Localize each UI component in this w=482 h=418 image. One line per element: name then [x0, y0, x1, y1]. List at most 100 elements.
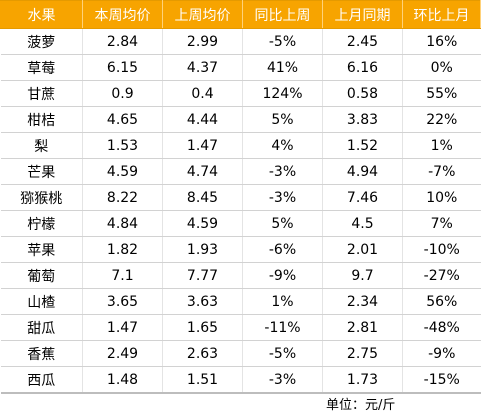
table-row: 西瓜 1.48 1.51 -3% 1.73 -15%: [0, 366, 481, 394]
last-month-price-cell: 1.73: [322, 366, 403, 394]
week-change-cell: -3%: [242, 366, 323, 394]
last-week-price-cell: 2.99: [162, 28, 243, 55]
this-week-price-cell: 2.84: [82, 28, 163, 55]
fruit-name-cell: 柠檬: [0, 210, 83, 237]
table-row: 柠檬 4.84 4.59 5% 4.5 7%: [0, 210, 481, 237]
this-week-price-cell: 1.47: [82, 314, 163, 341]
last-week-price-cell: 3.63: [162, 288, 243, 315]
header-last-month-same-period: 上月同期: [322, 0, 403, 29]
header-vs-last-week: 同比上周: [242, 0, 323, 29]
this-week-price-cell: 3.65: [82, 288, 163, 315]
table-header-row: 水果 本周均价 上周均价 同比上周 上月同期 环比上月: [0, 0, 481, 29]
table-row: 芒果 4.59 4.74 -3% 4.94 -7%: [0, 158, 481, 185]
this-week-price-cell: 4.84: [82, 210, 163, 237]
table-row: 梨 1.53 1.47 4% 1.52 1%: [0, 132, 481, 159]
this-week-price-cell: 1.48: [82, 366, 163, 394]
fruit-name-cell: 甘蔗: [0, 80, 83, 107]
table-row: 猕猴桃 8.22 8.45 -3% 7.46 10%: [0, 184, 481, 211]
week-change-cell: 124%: [242, 80, 323, 107]
last-week-price-cell: 1.51: [162, 366, 243, 394]
last-month-price-cell: 0.58: [322, 80, 403, 107]
fruit-name-cell: 山楂: [0, 288, 83, 315]
last-month-price-cell: 3.83: [322, 106, 403, 133]
last-week-price-cell: 1.93: [162, 236, 243, 263]
fruit-name-cell: 草莓: [0, 54, 83, 81]
last-week-price-cell: 2.63: [162, 340, 243, 367]
month-change-cell: -7%: [402, 158, 481, 185]
month-change-cell: -15%: [402, 366, 481, 394]
last-month-price-cell: 9.7: [322, 262, 403, 289]
week-change-cell: 5%: [242, 106, 323, 133]
month-change-cell: -27%: [402, 262, 481, 289]
last-week-price-cell: 4.44: [162, 106, 243, 133]
this-week-price-cell: 4.65: [82, 106, 163, 133]
month-change-cell: -9%: [402, 340, 481, 367]
last-week-price-cell: 4.59: [162, 210, 243, 237]
fruit-name-cell: 芒果: [0, 158, 83, 185]
last-week-price-cell: 4.37: [162, 54, 243, 81]
table-row: 葡萄 7.1 7.77 -9% 9.7 -27%: [0, 262, 481, 289]
fruit-name-cell: 甜瓜: [0, 314, 83, 341]
last-month-price-cell: 6.16: [322, 54, 403, 81]
fruit-price-table: 水果 本周均价 上周均价 同比上周 上月同期 环比上月 菠萝 2.84 2.99 -5…: [0, 0, 481, 394]
last-week-price-cell: 4.74: [162, 158, 243, 185]
fruit-name-cell: 葡萄: [0, 262, 83, 289]
last-month-price-cell: 4.94: [322, 158, 403, 185]
fruit-name-cell: 苹果: [0, 236, 83, 263]
fruit-name-cell: 猕猴桃: [0, 184, 83, 211]
month-change-cell: -10%: [402, 236, 481, 263]
week-change-cell: -6%: [242, 236, 323, 263]
last-month-price-cell: 1.52: [322, 132, 403, 159]
this-week-price-cell: 2.49: [82, 340, 163, 367]
fruit-name-cell: 西瓜: [0, 366, 83, 394]
week-change-cell: 1%: [242, 288, 323, 315]
table-row: 香蕉 2.49 2.63 -5% 2.75 -9%: [0, 340, 481, 367]
this-week-price-cell: 1.53: [82, 132, 163, 159]
fruit-name-cell: 柑桔: [0, 106, 83, 133]
week-change-cell: -5%: [242, 28, 323, 55]
last-week-price-cell: 1.47: [162, 132, 243, 159]
this-week-price-cell: 1.82: [82, 236, 163, 263]
week-change-cell: -11%: [242, 314, 323, 341]
this-week-price-cell: 8.22: [82, 184, 163, 211]
week-change-cell: -3%: [242, 184, 323, 211]
header-last-week-avg: 上周均价: [162, 0, 243, 29]
header-fruit: 水果: [0, 0, 83, 29]
this-week-price-cell: 0.9: [82, 80, 163, 107]
this-week-price-cell: 7.1: [82, 262, 163, 289]
last-month-price-cell: 2.01: [322, 236, 403, 263]
header-vs-last-month: 环比上月: [402, 0, 481, 29]
last-month-price-cell: 7.46: [322, 184, 403, 211]
fruit-name-cell: 香蕉: [0, 340, 83, 367]
last-week-price-cell: 7.77: [162, 262, 243, 289]
week-change-cell: 4%: [242, 132, 323, 159]
last-month-price-cell: 4.5: [322, 210, 403, 237]
this-week-price-cell: 6.15: [82, 54, 163, 81]
month-change-cell: 56%: [402, 288, 481, 315]
week-change-cell: -9%: [242, 262, 323, 289]
table-row: 菠萝 2.84 2.99 -5% 2.45 16%: [0, 28, 481, 55]
week-change-cell: 41%: [242, 54, 323, 81]
header-this-week-avg: 本周均价: [82, 0, 163, 29]
table-row: 柑桔 4.65 4.44 5% 3.83 22%: [0, 106, 481, 133]
table-row: 山楂 3.65 3.63 1% 2.34 56%: [0, 288, 481, 315]
last-month-price-cell: 2.75: [322, 340, 403, 367]
week-change-cell: -5%: [242, 340, 323, 367]
month-change-cell: 1%: [402, 132, 481, 159]
table-row: 草莓 6.15 4.37 41% 6.16 0%: [0, 54, 481, 81]
table-body: 菠萝 2.84 2.99 -5% 2.45 16% 草莓 6.15 4.37 41% 6.16 0% 甘…: [0, 28, 481, 394]
month-change-cell: -48%: [402, 314, 481, 341]
table-row: 甜瓜 1.47 1.65 -11% 2.81 -48%: [0, 314, 481, 341]
table-row: 苹果 1.82 1.93 -6% 2.01 -10%: [0, 236, 481, 263]
table-row: 甘蔗 0.9 0.4 124% 0.58 55%: [0, 80, 481, 107]
fruit-name-cell: 梨: [0, 132, 83, 159]
this-week-price-cell: 4.59: [82, 158, 163, 185]
unit-note: 单位：元/斤: [326, 398, 396, 413]
last-week-price-cell: 8.45: [162, 184, 243, 211]
week-change-cell: -3%: [242, 158, 323, 185]
month-change-cell: 0%: [402, 54, 481, 81]
month-change-cell: 16%: [402, 28, 481, 55]
week-change-cell: 5%: [242, 210, 323, 237]
fruit-name-cell: 菠萝: [0, 28, 83, 55]
